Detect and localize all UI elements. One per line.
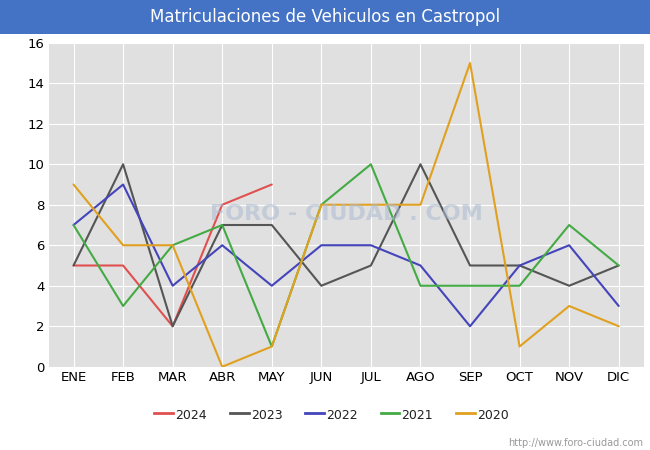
Text: 2020: 2020 bbox=[477, 410, 509, 423]
Text: 2022: 2022 bbox=[326, 410, 358, 423]
Text: Matriculaciones de Vehiculos en Castropol: Matriculaciones de Vehiculos en Castropo… bbox=[150, 8, 500, 26]
Text: 2021: 2021 bbox=[402, 410, 434, 423]
Text: 2024: 2024 bbox=[176, 410, 207, 423]
Text: 2023: 2023 bbox=[251, 410, 283, 423]
Text: http://www.foro-ciudad.com: http://www.foro-ciudad.com bbox=[508, 438, 644, 448]
Text: FORO - CIUDAD . COM: FORO - CIUDAD . COM bbox=[210, 204, 482, 225]
